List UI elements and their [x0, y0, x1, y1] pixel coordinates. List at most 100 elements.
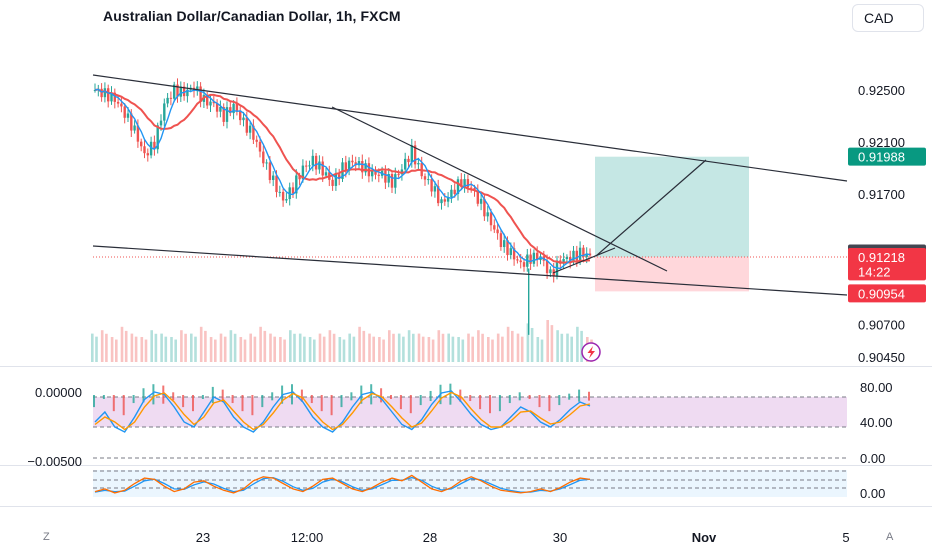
- candle-body: [413, 145, 417, 165]
- osc-histogram-bar: [449, 383, 452, 405]
- currency-button[interactable]: CAD: [852, 4, 924, 32]
- candle-body: [140, 141, 143, 147]
- trendline-drawings[interactable]: [92, 74, 848, 296]
- candle-body: [496, 229, 499, 234]
- volume-bar: [437, 330, 441, 362]
- price-tag-stop[interactable]: [848, 284, 926, 303]
- osc-k-line: [94, 390, 591, 433]
- candle-body: [298, 175, 301, 180]
- volume-bar: [580, 330, 583, 362]
- volume-bar: [570, 336, 573, 362]
- candle-body: [116, 101, 120, 104]
- time-tick-label: 23: [196, 530, 210, 545]
- price-tag-target[interactable]: [848, 147, 926, 166]
- osc-histogram-bar: [261, 395, 264, 408]
- candlesticks[interactable]: [93, 78, 592, 335]
- candle-body: [361, 161, 364, 173]
- candle-body: [443, 199, 446, 202]
- upper-channel-line[interactable]: [92, 74, 848, 182]
- candle-body: [453, 189, 456, 194]
- candle-body: [321, 161, 324, 176]
- volume-bar: [338, 337, 342, 362]
- volume-bar: [219, 333, 223, 362]
- price-tag-current[interactable]: [848, 247, 926, 266]
- oscillator-pane: 0.00000 −0.00500 80.00 40.00 0.00: [27, 380, 892, 469]
- timezone-z-icon[interactable]: Z: [43, 531, 50, 543]
- volume-bar: [431, 339, 435, 362]
- candle-body: [268, 162, 272, 181]
- volume-bar: [536, 337, 540, 362]
- volume-bar: [95, 336, 98, 362]
- volume-bar: [467, 333, 470, 362]
- candle-body: [536, 252, 539, 261]
- auto-scale-icon[interactable]: A: [886, 531, 894, 543]
- time-axis[interactable]: 23 12:00 28 30 Nov 5: [196, 530, 850, 545]
- candle-body: [278, 191, 281, 193]
- osc-histogram-bar: [231, 395, 234, 404]
- price-tag-countdown[interactable]: [848, 262, 926, 281]
- candle-body: [272, 175, 275, 181]
- volume-bar: [487, 337, 490, 362]
- volume-bar: [328, 330, 332, 362]
- candle-body: [407, 158, 410, 163]
- candle-body: [545, 260, 549, 274]
- osc-histogram-bar: [172, 392, 175, 401]
- volume-bar: [451, 336, 455, 362]
- volume-bar: [253, 336, 257, 362]
- volume-bar: [259, 326, 262, 362]
- candle-body: [179, 86, 182, 97]
- osc-histogram-bar: [251, 395, 254, 416]
- candle-body: [288, 187, 291, 200]
- candle-body: [143, 146, 146, 154]
- candle-body: [120, 103, 123, 107]
- candle-body: [562, 259, 565, 264]
- volume-bar: [427, 337, 431, 362]
- volume-bar: [318, 333, 322, 362]
- volume-bar: [223, 336, 227, 362]
- candle-body: [446, 197, 450, 202]
- descending-trendline[interactable]: [331, 106, 668, 272]
- wedge-lower-line[interactable]: [552, 247, 616, 274]
- candle-body: [331, 179, 334, 186]
- volume-bar: [378, 337, 381, 362]
- candle-body: [285, 199, 288, 201]
- volume-bar: [421, 336, 425, 362]
- candle-body: [275, 175, 278, 193]
- candle-body: [404, 158, 407, 170]
- candle-body: [503, 240, 506, 248]
- osc-histogram-bar: [350, 392, 353, 401]
- volume-bar: [130, 333, 134, 362]
- candle-body: [163, 103, 166, 121]
- candle-body: [549, 269, 552, 274]
- volume-bar: [540, 339, 544, 362]
- osc-histogram-bar: [429, 390, 432, 402]
- candle-body: [344, 162, 347, 171]
- price-axis[interactable]: 0.92500 0.92100 0.91700 0.90700 0.90450 0.919…: [848, 83, 926, 365]
- volume-bar: [332, 333, 336, 362]
- candle-body: [314, 155, 318, 170]
- volume-bar: [546, 320, 549, 362]
- candle-body: [423, 176, 427, 180]
- candle-body: [219, 106, 222, 112]
- osc-histogram-bar: [479, 395, 482, 410]
- volume-bar: [520, 336, 524, 362]
- volume-bars: [91, 320, 593, 362]
- lightning-icon[interactable]: [581, 342, 601, 362]
- candle-body: [572, 250, 575, 263]
- osc-histogram-bar: [192, 395, 194, 412]
- volume-bar: [160, 333, 163, 362]
- volume-bar: [154, 333, 158, 362]
- volume-bar: [293, 333, 296, 362]
- osc-histogram-bar: [122, 395, 125, 416]
- volume-bar: [412, 333, 415, 362]
- candle-body: [575, 250, 578, 261]
- profit-zone[interactable]: [595, 156, 749, 257]
- projection-line[interactable]: [595, 159, 707, 257]
- candle-body: [212, 101, 215, 104]
- loss-zone[interactable]: [595, 256, 749, 292]
- candle-body: [512, 248, 516, 260]
- lower-channel-line[interactable]: [92, 245, 848, 296]
- osc-histogram-bar: [221, 389, 224, 402]
- volume-bar: [184, 333, 187, 362]
